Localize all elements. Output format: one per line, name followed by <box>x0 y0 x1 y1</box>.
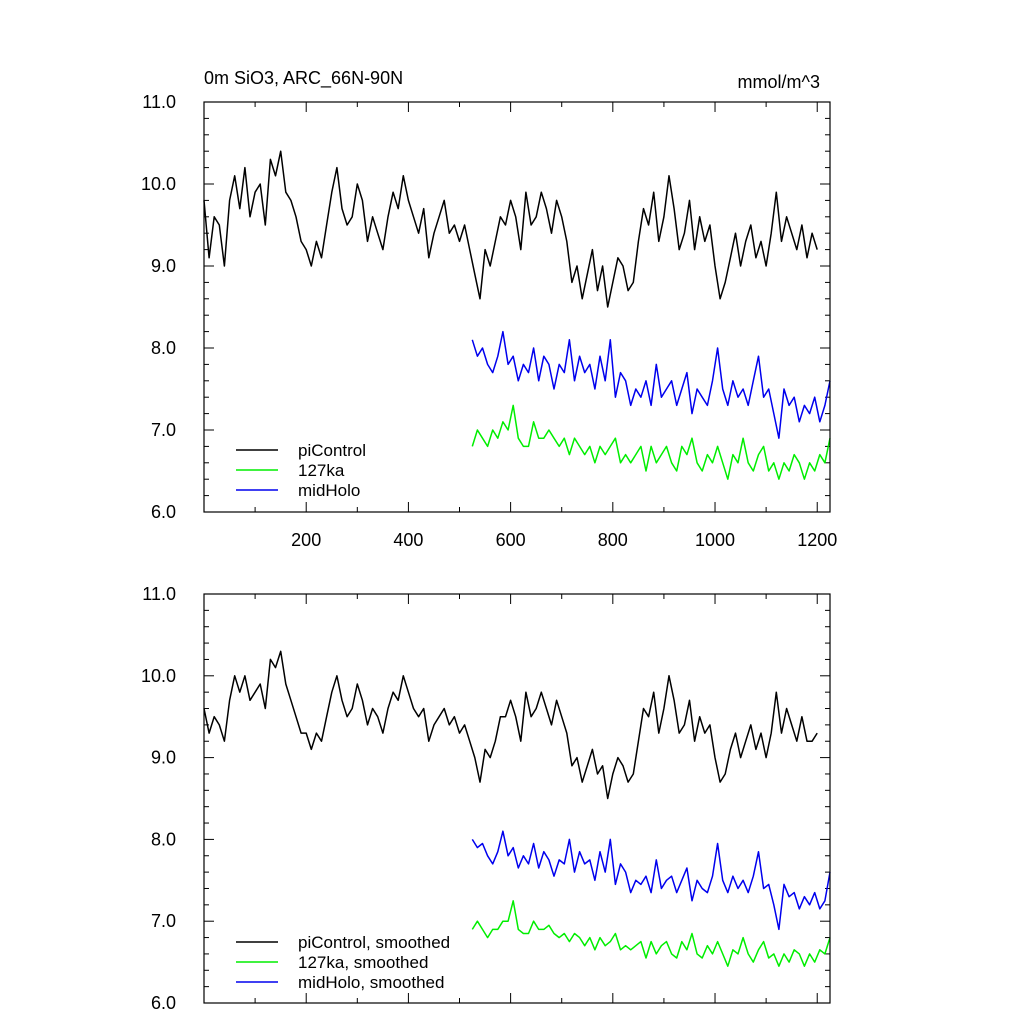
bottom-y-tick-label: 6.0 <box>151 993 176 1013</box>
top-y-tick-label: 9.0 <box>151 256 176 276</box>
bottom-y-tick-label: 11.0 <box>142 584 176 604</box>
bottom-panel-tick-labels: 6.0 7.0 8.0 9.0 10.0 11.0 <box>141 584 176 1013</box>
bottom-panel-series <box>203 650 831 967</box>
top-panel-frame <box>203 101 831 513</box>
bottom-y-tick-label: 10.0 <box>141 666 176 686</box>
top-y-tick-label: 11.0 <box>142 92 176 112</box>
top-series-midholo-line <box>471 330 831 439</box>
top-x-tick-label: 200 <box>291 530 321 550</box>
top-panel-tick-labels: 200 400 600 800 1000 1200 6.0 7.0 8.0 9.0 10.0 11.0 <box>141 92 837 550</box>
top-x-tick-label: 1200 <box>797 530 837 550</box>
top-panel: 0m SiO3, ARC_66N-90N mmol/m^3 200 400 600 8… <box>141 68 837 550</box>
top-panel-series <box>203 150 831 480</box>
bottom-series-127ka-line <box>471 900 831 967</box>
top-x-tick-label: 600 <box>496 530 526 550</box>
top-series-picontrol-line <box>203 150 818 308</box>
bottom-y-tick-label: 9.0 <box>151 748 176 768</box>
bottom-y-tick-label: 8.0 <box>151 829 176 849</box>
bottom-legend-label: piControl, smoothed <box>298 933 450 952</box>
top-panel-title: 0m SiO3, ARC_66N-90N <box>204 68 403 89</box>
top-y-tick-label: 10.0 <box>141 174 176 194</box>
bottom-legend-label: 127ka, smoothed <box>298 953 428 972</box>
bottom-panel-ticks <box>204 593 830 1004</box>
bottom-panel-frame <box>203 593 831 1004</box>
top-y-tick-label: 6.0 <box>151 502 176 522</box>
top-legend-label: midHolo <box>298 481 360 500</box>
bottom-y-tick-label: 7.0 <box>151 911 176 931</box>
top-series-127ka-line <box>471 404 831 480</box>
top-legend-label: 127ka <box>298 461 345 480</box>
top-x-tick-label: 1000 <box>695 530 735 550</box>
top-legend-label: piControl <box>298 441 366 460</box>
bottom-series-picontrol-line <box>203 650 818 800</box>
bottom-series-midholo-line <box>471 830 831 931</box>
top-panel-units: mmol/m^3 <box>738 72 820 92</box>
bottom-panel: 6.0 7.0 8.0 9.0 10.0 11.0 piControl, smoothed… <box>141 584 831 1013</box>
bottom-legend-label: midHolo, smoothed <box>298 973 444 992</box>
top-x-tick-label: 400 <box>393 530 423 550</box>
top-y-tick-label: 7.0 <box>151 420 176 440</box>
top-y-tick-label: 8.0 <box>151 338 176 358</box>
top-x-tick-label: 800 <box>598 530 628 550</box>
